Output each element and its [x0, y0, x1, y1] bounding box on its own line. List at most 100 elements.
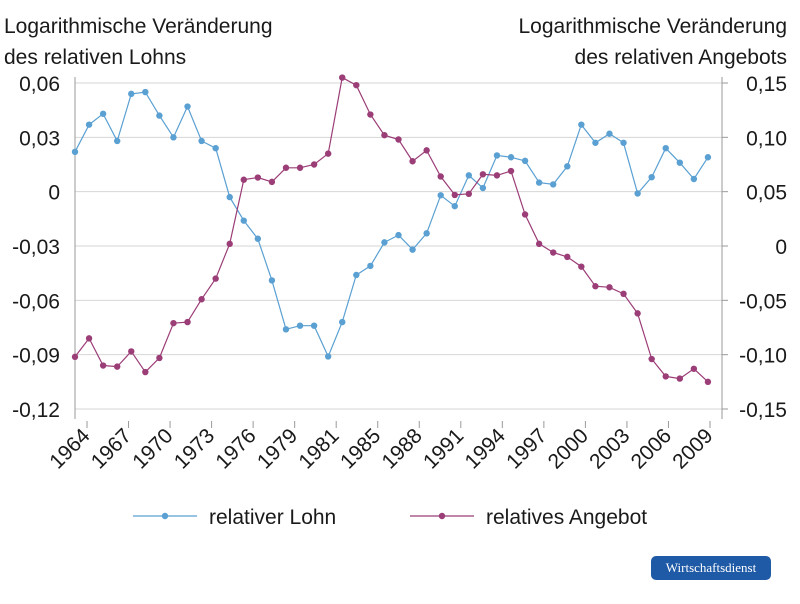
x-tick-label: 1997: [502, 424, 551, 473]
data-point-relativer-lohn: [324, 353, 332, 360]
left-tick-label: 0: [48, 182, 60, 205]
data-point-relatives-angebot: [465, 190, 473, 198]
data-point-relatives-angebot: [479, 171, 487, 178]
left-tick-label: -0,06: [12, 290, 60, 313]
data-point-relatives-angebot: [578, 263, 585, 270]
data-point-relativer-lohn: [550, 181, 557, 188]
legend-marker: [438, 512, 446, 520]
right-tick-label: -0,05: [739, 290, 787, 313]
data-point-relativer-lohn: [381, 239, 388, 246]
data-point-relativer-lohn: [564, 163, 571, 170]
data-point-relatives-angebot: [170, 319, 177, 327]
x-tick-label: 2000: [544, 424, 593, 473]
data-point-relativer-lohn: [395, 231, 402, 239]
left-tick-label: -0,09: [12, 345, 60, 368]
data-point-relativer-lohn: [310, 322, 318, 329]
data-point-relativer-lohn: [409, 246, 416, 253]
data-point-relatives-angebot: [550, 249, 557, 256]
data-point-relativer-lohn: [71, 148, 79, 156]
data-point-relatives-angebot: [535, 240, 543, 248]
data-point-relatives-angebot: [409, 158, 416, 165]
x-tick-label: 1979: [253, 424, 302, 473]
data-point-relativer-lohn: [465, 172, 473, 179]
x-tick-label: 1994: [461, 424, 511, 474]
right-axis-title-line-1: Logarithmische Veränderung: [518, 15, 787, 38]
axes: [74, 77, 723, 419]
data-point-relativer-lohn: [353, 271, 360, 279]
data-point-relativer-lohn: [128, 90, 135, 98]
data-point-relatives-angebot: [662, 373, 669, 380]
x-tick-label: 1973: [170, 424, 219, 473]
data-point-relativer-lohn: [240, 217, 247, 224]
data-point-relativer-lohn: [296, 322, 304, 329]
series-relativer-lohn: [71, 88, 712, 360]
x-tick-label: 1970: [128, 424, 177, 473]
right-tick-label: -0,15: [739, 399, 787, 422]
series: [71, 74, 712, 386]
left-tick-label: -0,12: [12, 399, 60, 422]
data-point-relatives-angebot: [198, 296, 205, 303]
x-tick-label: 2006: [627, 424, 676, 473]
left-tick-label: -0,03: [12, 236, 60, 259]
x-tick-label: 1981: [294, 424, 343, 473]
data-point-relatives-angebot: [676, 375, 684, 382]
x-tick-label: 1976: [211, 424, 260, 473]
data-point-relatives-angebot: [564, 253, 571, 261]
x-tick-label: 1991: [419, 424, 468, 473]
data-point-relatives-angebot: [226, 240, 233, 248]
left-axis-title-line-2: des relativen Lohns: [4, 46, 186, 69]
data-point-relatives-angebot: [606, 284, 613, 291]
data-point-relativer-lohn: [268, 277, 276, 284]
data-point-relativer-lohn: [254, 235, 262, 242]
data-point-relatives-angebot: [184, 318, 191, 326]
data-point-relatives-angebot: [282, 164, 290, 171]
data-point-relatives-angebot: [648, 355, 655, 363]
data-point-relativer-lohn: [367, 262, 374, 270]
data-point-relatives-angebot: [113, 363, 121, 370]
data-point-relatives-angebot: [690, 365, 698, 372]
data-point-relativer-lohn: [578, 121, 585, 128]
data-point-relativer-lohn: [535, 179, 543, 186]
data-point-relativer-lohn: [423, 230, 430, 237]
data-point-relativer-lohn: [282, 326, 290, 333]
data-point-relatives-angebot: [620, 290, 627, 298]
data-point-relativer-lohn: [142, 88, 149, 96]
data-point-relatives-angebot: [212, 275, 219, 282]
gridlines: [75, 82, 722, 410]
data-point-relativer-lohn: [479, 184, 487, 192]
series-line-relativer-lohn: [74, 91, 709, 359]
data-point-relativer-lohn: [113, 137, 121, 145]
data-point-relativer-lohn: [226, 193, 233, 201]
x-tick-label: 2009: [668, 424, 717, 473]
wirtschaftsdienst-logo: Wirtschaftsdienst: [651, 556, 771, 580]
legend: relativer Lohn relatives Angebot: [133, 506, 647, 529]
legend-label: relativer Lohn: [209, 506, 336, 529]
x-tick-label: 1985: [336, 424, 385, 473]
data-point-relatives-angebot: [339, 74, 346, 81]
data-point-relatives-angebot: [353, 81, 360, 89]
data-point-relatives-angebot: [423, 147, 430, 154]
data-point-relativer-lohn: [620, 139, 627, 146]
data-point-relatives-angebot: [395, 136, 402, 143]
data-point-relativer-lohn: [507, 154, 515, 161]
data-point-relatives-angebot: [268, 178, 276, 186]
x-tick-label: 2003: [585, 424, 634, 473]
data-point-relativer-lohn: [634, 190, 641, 197]
data-point-relatives-angebot: [381, 131, 388, 139]
data-point-relatives-angebot: [704, 378, 712, 386]
data-point-relativer-lohn: [184, 103, 191, 110]
data-point-relativer-lohn: [592, 139, 599, 146]
data-point-relativer-lohn: [212, 145, 219, 152]
data-point-relatives-angebot: [240, 176, 247, 183]
data-point-relativer-lohn: [156, 112, 163, 119]
right-tick-label: 0,05: [746, 182, 787, 205]
data-point-relativer-lohn: [662, 145, 669, 152]
data-point-relatives-angebot: [254, 174, 262, 181]
data-point-relativer-lohn: [437, 192, 444, 199]
data-point-relativer-lohn: [170, 134, 177, 141]
data-point-relativer-lohn: [648, 173, 655, 181]
data-point-relatives-angebot: [71, 353, 79, 361]
right-tick-label: 0,15: [746, 73, 787, 96]
right-tick-label: 0,10: [746, 127, 787, 150]
